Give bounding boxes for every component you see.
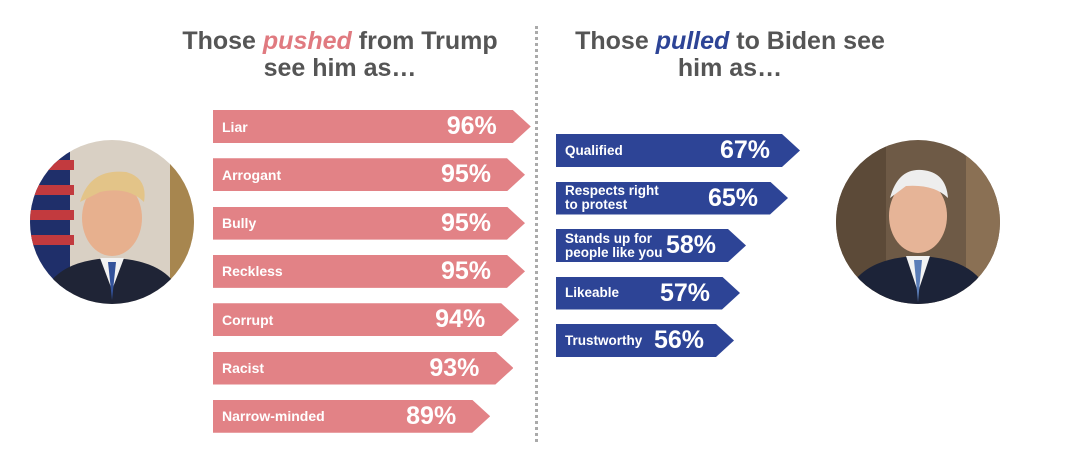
title-keyword-pulled: pulled [655, 27, 730, 55]
bar-value-label: 58% [665, 231, 716, 259]
bar-trustworthy: Trustworthy 56% [556, 324, 734, 357]
bar-label: Arrogant [222, 166, 282, 183]
bar-label: Liar [222, 118, 248, 135]
bar-racist: Racist 93% [213, 352, 513, 385]
title-part: to Biden see him as… [677, 27, 885, 82]
title-part: from Trump see him as… [263, 27, 498, 82]
bar-label: Narrow-minded [222, 408, 325, 425]
bar-value-label: 95% [440, 160, 491, 189]
bar-likeable: Likeable 57% [556, 277, 740, 310]
trump-bar-chart: Liar 96% Arrogant 95% Bully 95% Reckless 95% Cor… [0, 0, 536, 466]
biden-panel: Those pulled to Biden see him as… Qualif… [536, 0, 1072, 466]
bar-value-label: 56% [653, 326, 704, 354]
trump-chart-title: Those pushed from Trump see him as… [160, 28, 520, 82]
bar-label: Respects right to protest [565, 183, 659, 212]
biden-chart-title: Those pulled to Biden see him as… [550, 28, 910, 82]
bar-value-label: 96% [446, 112, 497, 140]
bar-narrow-minded: Narrow-minded 89% [213, 400, 490, 433]
bar-label: Reckless [222, 263, 283, 280]
portrait-photo-icon [30, 140, 194, 304]
bar-value-label: 89% [406, 401, 457, 430]
title-part: Those [182, 27, 263, 55]
panel-divider [535, 26, 538, 442]
bar-label: Corrupt [222, 311, 274, 328]
biden-bar-chart: Qualified 67% Respects right to protest 65%… [536, 0, 1072, 466]
bar-arrogant: Arrogant 95% [213, 158, 525, 191]
bar-bully: Bully 95% [213, 207, 525, 240]
bar-value-label: 57% [659, 278, 710, 307]
bar-value-label: 93% [429, 353, 480, 382]
bar-respects-right-to-protest: Respects right to protest 65% [556, 182, 788, 215]
title-keyword-pushed: pushed [262, 27, 352, 55]
trump-portrait [30, 140, 194, 304]
title-part: Those [575, 27, 656, 55]
bar-label: Likeable [565, 285, 620, 300]
bar-corrupt: Corrupt 94% [213, 303, 519, 336]
bar-label: Bully [222, 215, 257, 232]
bar-liar: Liar 96% [213, 110, 531, 143]
bar-value-label: 65% [707, 183, 758, 212]
bar-label: Stands up for people like you [565, 230, 663, 260]
bar-value-label: 67% [719, 136, 770, 164]
bar-label: Qualified [565, 142, 623, 158]
bar-value-label: 95% [440, 208, 491, 237]
bar-label: Racist [222, 360, 265, 376]
bar-value-label: 94% [435, 305, 486, 334]
bar-value-label: 95% [440, 256, 491, 285]
bar-reckless: Reckless 95% [213, 255, 525, 288]
bar-qualified: Qualified 67% [556, 134, 800, 167]
bar-stands-up-for-people-like-you: Stands up for people like you 58% [556, 229, 746, 262]
bar-label: Trustworthy [565, 332, 643, 348]
trump-panel: Those pushed from Trump see him as… Liar… [0, 0, 536, 466]
